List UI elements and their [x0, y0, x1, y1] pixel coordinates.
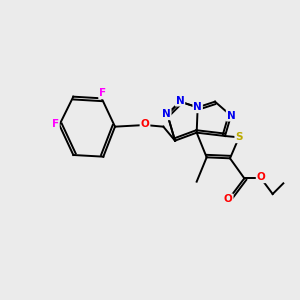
Text: F: F	[99, 88, 106, 98]
Text: F: F	[100, 88, 107, 98]
Text: F: F	[51, 120, 58, 130]
Text: O: O	[141, 120, 149, 130]
Text: O: O	[256, 172, 266, 182]
Text: F: F	[52, 119, 59, 129]
Text: S: S	[235, 132, 243, 142]
Text: N: N	[162, 109, 171, 119]
Text: N: N	[226, 111, 236, 121]
Text: O: O	[141, 119, 149, 129]
Text: O: O	[224, 194, 233, 204]
Text: N: N	[193, 102, 202, 112]
Text: N: N	[176, 96, 184, 106]
